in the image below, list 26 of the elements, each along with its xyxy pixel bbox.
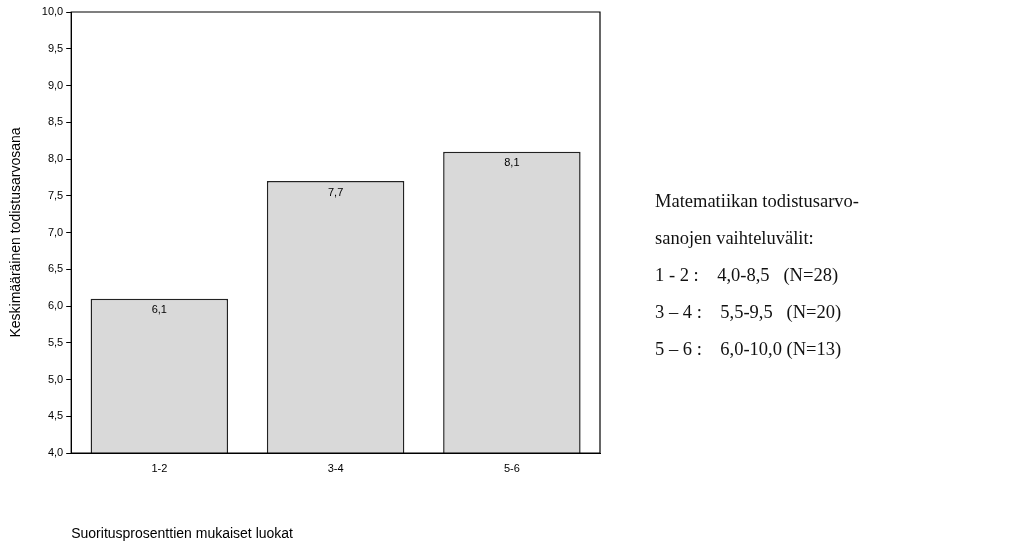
text: Matematiikan todistusarvo- bbox=[655, 190, 859, 213]
text: 3 – 4 : 5,5-9,5 (N=20) bbox=[655, 301, 843, 324]
y-tick-label: 6,5 bbox=[47, 262, 64, 275]
y-tick-label: 7,0 bbox=[47, 225, 64, 238]
text: sanojen vaihteluvälit: bbox=[655, 227, 815, 250]
y-tick-label: 10,0 bbox=[41, 5, 64, 18]
y-tick-label: 8,5 bbox=[47, 115, 64, 128]
data-label: 7,7 bbox=[327, 185, 344, 198]
x-tick-label: 3-4 bbox=[327, 461, 344, 474]
y-tick-label: 9,0 bbox=[47, 78, 64, 91]
text: 1 - 2 : 4,0-8,5 (N=28) bbox=[655, 264, 840, 287]
y-tick-label: 9,5 bbox=[47, 41, 64, 54]
y-tick-label: 8,0 bbox=[47, 152, 64, 165]
x-axis-title: Suoritusprosenttien mukaiset luokat bbox=[71, 525, 294, 542]
y-tick-label: 5,5 bbox=[47, 335, 64, 348]
y-tick-label: 6,0 bbox=[47, 299, 64, 312]
y-tick-label: 4,0 bbox=[47, 446, 64, 459]
data-label: 8,1 bbox=[504, 156, 520, 169]
y-axis-title: Keskimääräinen todistusarvosana bbox=[7, 127, 24, 338]
y-tick-label: 5,0 bbox=[47, 372, 64, 385]
x-tick-label: 1-2 bbox=[151, 461, 168, 474]
data-label: 6,1 bbox=[151, 303, 167, 316]
y-tick-label: 4,5 bbox=[47, 409, 64, 422]
text: 5 – 6 : 6,0-10,0 (N=13) bbox=[655, 338, 843, 361]
y-tick-label: 7,5 bbox=[47, 188, 64, 201]
x-tick-label: 5-6 bbox=[503, 461, 520, 474]
